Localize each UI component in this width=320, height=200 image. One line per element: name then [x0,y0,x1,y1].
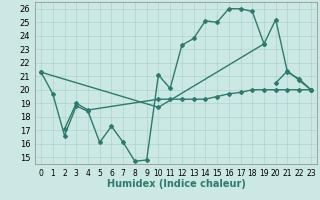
X-axis label: Humidex (Indice chaleur): Humidex (Indice chaleur) [107,179,245,189]
